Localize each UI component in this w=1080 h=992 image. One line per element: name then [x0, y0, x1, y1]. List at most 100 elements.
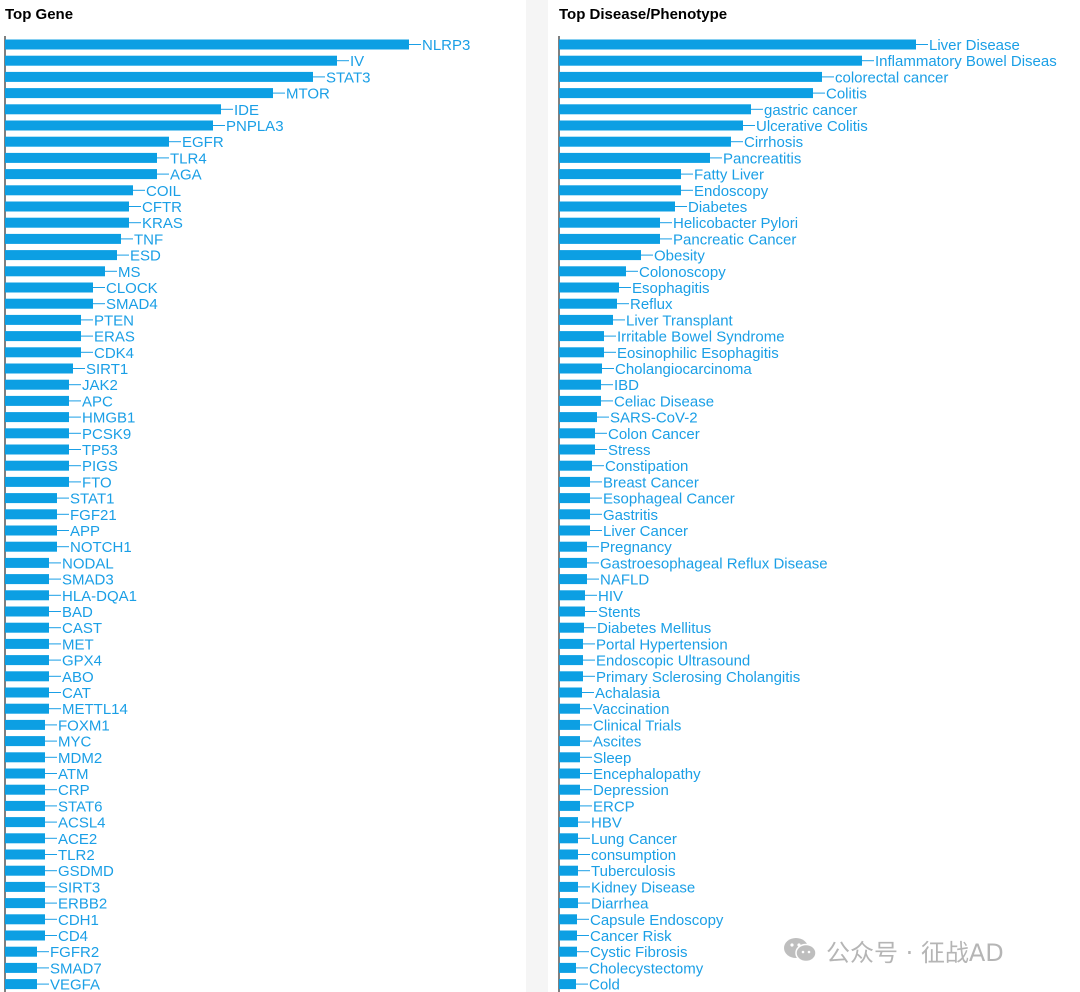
bar — [559, 169, 681, 180]
bar — [559, 752, 580, 763]
bar — [5, 622, 49, 633]
bar — [5, 525, 57, 536]
bar-label: consumption — [591, 847, 676, 864]
bar-label: PTEN — [94, 312, 134, 329]
bar — [559, 671, 583, 682]
bar — [5, 638, 49, 649]
bar — [5, 363, 73, 374]
bar-label: Breast Cancer — [603, 474, 699, 491]
bar-label: Reflux — [630, 296, 673, 313]
bar — [559, 606, 585, 617]
bar-label: TLR4 — [170, 150, 207, 167]
bar-label: Pancreatitis — [723, 150, 801, 167]
bar-label: CAT — [62, 685, 91, 702]
bar-label: Stress — [608, 442, 651, 459]
bar-label: PCSK9 — [82, 426, 131, 443]
bar — [5, 833, 45, 844]
bar — [559, 622, 584, 633]
bar-label: APC — [82, 393, 113, 410]
bar — [559, 703, 580, 714]
bar-label: FOXM1 — [58, 717, 110, 734]
bar-label: MS — [118, 264, 141, 281]
bar — [559, 266, 626, 277]
bar-label: CD4 — [58, 928, 88, 945]
bar-label: SMAD3 — [62, 572, 114, 589]
bar-label: PIGS — [82, 458, 118, 475]
bar-label: Cold — [589, 977, 620, 992]
bar-label: Colitis — [826, 86, 867, 103]
bar — [559, 217, 660, 228]
bar-label: SMAD4 — [106, 296, 158, 313]
bar-label: TP53 — [82, 442, 118, 459]
bar — [5, 962, 37, 973]
bar — [559, 687, 582, 698]
bar-label: HBV — [591, 815, 622, 832]
bar-label: CDK4 — [94, 345, 134, 362]
bar — [559, 233, 660, 244]
bar — [5, 412, 69, 423]
bar — [559, 979, 576, 990]
bar-label: IV — [350, 53, 364, 70]
bar-label: Cirrhosis — [744, 134, 803, 151]
bar-label: MTOR — [286, 86, 330, 103]
bar-label: MDM2 — [58, 750, 102, 767]
bar — [559, 493, 590, 504]
bar — [5, 946, 37, 957]
bar-label: SIRT1 — [86, 361, 128, 378]
bar — [5, 849, 45, 860]
bar-label: Endoscopy — [694, 183, 769, 200]
bar-label: STAT6 — [58, 798, 102, 815]
bar-label: AGA — [170, 167, 202, 184]
bar-label: Constipation — [605, 458, 688, 475]
bar — [5, 460, 69, 471]
bar — [559, 768, 580, 779]
bar-label: Diabetes Mellitus — [597, 620, 711, 637]
bar-label: VEGFA — [50, 977, 100, 992]
bar-label: Liver Disease — [929, 37, 1020, 54]
bar — [5, 185, 133, 196]
bar-label: CLOCK — [106, 280, 158, 297]
bar — [5, 898, 45, 909]
bar — [5, 752, 45, 763]
bar — [5, 428, 69, 439]
panel-divider — [526, 0, 548, 992]
bar — [559, 541, 587, 552]
bar — [5, 914, 45, 925]
bar — [5, 557, 49, 568]
bar-label: SARS-CoV-2 — [610, 410, 698, 427]
bar — [559, 638, 583, 649]
bar — [559, 120, 743, 131]
bar-label: ACSL4 — [58, 815, 106, 832]
bar — [5, 509, 57, 520]
bar — [5, 55, 337, 66]
bar-label: PNPLA3 — [226, 118, 284, 135]
bar-label: APP — [70, 523, 100, 540]
bar — [559, 849, 578, 860]
bar — [559, 201, 675, 212]
bar — [559, 379, 601, 390]
bar — [5, 347, 81, 358]
bar — [559, 655, 583, 666]
bar — [5, 703, 49, 714]
bar-label: Esophageal Cancer — [603, 491, 735, 508]
bar — [5, 298, 93, 309]
bar — [5, 201, 129, 212]
bar-label: SIRT3 — [58, 879, 100, 896]
bar — [5, 169, 157, 180]
bar — [5, 687, 49, 698]
bar — [559, 898, 578, 909]
bar-label: Stents — [598, 604, 641, 621]
bar-label: GPX4 — [62, 653, 102, 670]
bar — [559, 817, 578, 828]
bar-label: Helicobacter Pylori — [673, 215, 798, 232]
bar-label: Fatty Liver — [694, 167, 764, 184]
bar-label: STAT1 — [70, 491, 114, 508]
bar-label: Vaccination — [593, 701, 669, 718]
bar — [5, 736, 45, 747]
bar-label: Cancer Risk — [590, 928, 672, 945]
bar-label: Celiac Disease — [614, 393, 714, 410]
bar — [559, 152, 710, 163]
bar — [5, 784, 45, 795]
